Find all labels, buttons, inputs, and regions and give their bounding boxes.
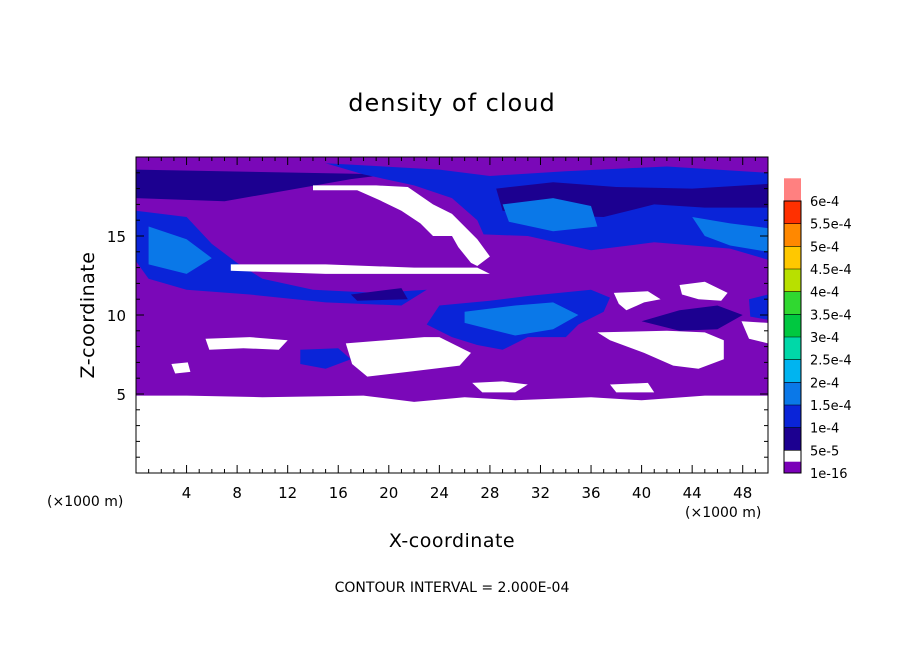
y-axis-label: Z-coordinate <box>77 252 99 379</box>
plot-area <box>136 157 768 473</box>
no-cloud-region-5 <box>741 321 768 344</box>
colorbar-swatch-5 <box>784 337 801 360</box>
colorbar-label: 1.5e-4 <box>810 399 852 414</box>
x-tick-label: 48 <box>733 484 752 502</box>
colorbar-label: 5e-5 <box>810 444 839 459</box>
x-tick-label: 16 <box>329 484 348 502</box>
no-cloud-region-0 <box>136 395 768 473</box>
x-tick-label: 12 <box>278 484 297 502</box>
colorbar-label: 4e-4 <box>810 286 839 301</box>
density-region-0 <box>136 169 389 202</box>
density-region-9 <box>300 348 351 369</box>
x-tick-label: 24 <box>430 484 449 502</box>
x-unit-right: (×1000 m) <box>685 505 761 521</box>
colorbar-label: 3e-4 <box>810 331 839 346</box>
no-cloud-region-6 <box>597 330 724 369</box>
density-region-2 <box>148 226 212 274</box>
x-tick-label: 32 <box>531 484 550 502</box>
density-region-5 <box>502 198 598 232</box>
no-cloud-region-9 <box>171 362 191 374</box>
x-unit-left: (×1000 m) <box>47 494 123 510</box>
contour-interval-note: CONTOUR INTERVAL = 2.000E-04 <box>335 580 570 596</box>
density-region-8 <box>464 302 579 336</box>
no-cloud-region-10 <box>472 381 528 393</box>
density-region-6 <box>692 217 768 252</box>
density-region-12 <box>350 288 408 301</box>
colorbar-swatch-7 <box>784 291 801 315</box>
chart-title: density of cloud <box>348 89 555 117</box>
colorbar-swatch-11 <box>784 201 801 224</box>
no-cloud-region-11 <box>610 382 655 393</box>
colorbar-label: 5e-4 <box>810 240 839 255</box>
colorbar-swatch-12 <box>784 178 801 201</box>
colorbar-label: 4.5e-4 <box>810 263 852 278</box>
colorbar-label: 2e-4 <box>810 376 839 391</box>
no-cloud-region-1 <box>313 185 490 266</box>
colorbar-label: 6e-4 <box>810 195 839 210</box>
no-cloud-region-3 <box>613 291 661 311</box>
no-cloud-region-7 <box>205 337 288 350</box>
colorbar-swatch-4 <box>784 359 801 383</box>
colorbar-label: 3.5e-4 <box>810 308 852 323</box>
no-cloud-region-4 <box>679 281 728 301</box>
y-axis-ticks: 5 10 15 <box>107 172 768 458</box>
y-tick-label: 10 <box>107 307 126 325</box>
density-region-10 <box>641 305 743 331</box>
density-region-1 <box>136 210 427 306</box>
colorbar-label: 2.5e-4 <box>810 354 852 369</box>
colorbar: 1e-16 5e-5 1e-4 1.5e-4 2e-4 2.5e-4 3e-4 3.5e-4 4… <box>783 178 852 482</box>
colorbar-swatch-9 <box>784 246 801 269</box>
colorbar-swatch-2 <box>784 405 801 428</box>
no-cloud-region-8 <box>345 337 471 377</box>
density-region-11 <box>749 294 768 320</box>
colorbar-label: 1e-16 <box>810 467 848 482</box>
x-tick-label: 36 <box>581 484 600 502</box>
x-tick-label: 44 <box>683 484 702 502</box>
colorbar-swatch-10 <box>784 223 801 247</box>
x-axis-label: X-coordinate <box>389 530 515 552</box>
x-tick-label: 4 <box>182 484 192 502</box>
y-tick-label: 15 <box>107 228 126 246</box>
x-tick-label: 28 <box>480 484 499 502</box>
no-cloud-region-2 <box>230 264 490 274</box>
colorbar-swatch-0 <box>784 461 801 473</box>
x-tick-label: 20 <box>379 484 398 502</box>
colorbar-swatch-8 <box>784 269 801 292</box>
colorbar-swatch-6 <box>784 314 801 337</box>
y-tick-label: 5 <box>116 386 126 404</box>
colorbar-swatch-3 <box>784 382 801 405</box>
x-axis-ticks: 4 8 12 16 20 24 28 32 36 40 44 48 <box>148 157 756 502</box>
colorbar-label: 5.5e-4 <box>810 218 852 233</box>
colorbar-swatch-1 <box>784 427 801 451</box>
x-tick-label: 40 <box>632 484 651 502</box>
x-tick-label: 8 <box>232 484 242 502</box>
colorbar-label: 1e-4 <box>810 422 839 437</box>
